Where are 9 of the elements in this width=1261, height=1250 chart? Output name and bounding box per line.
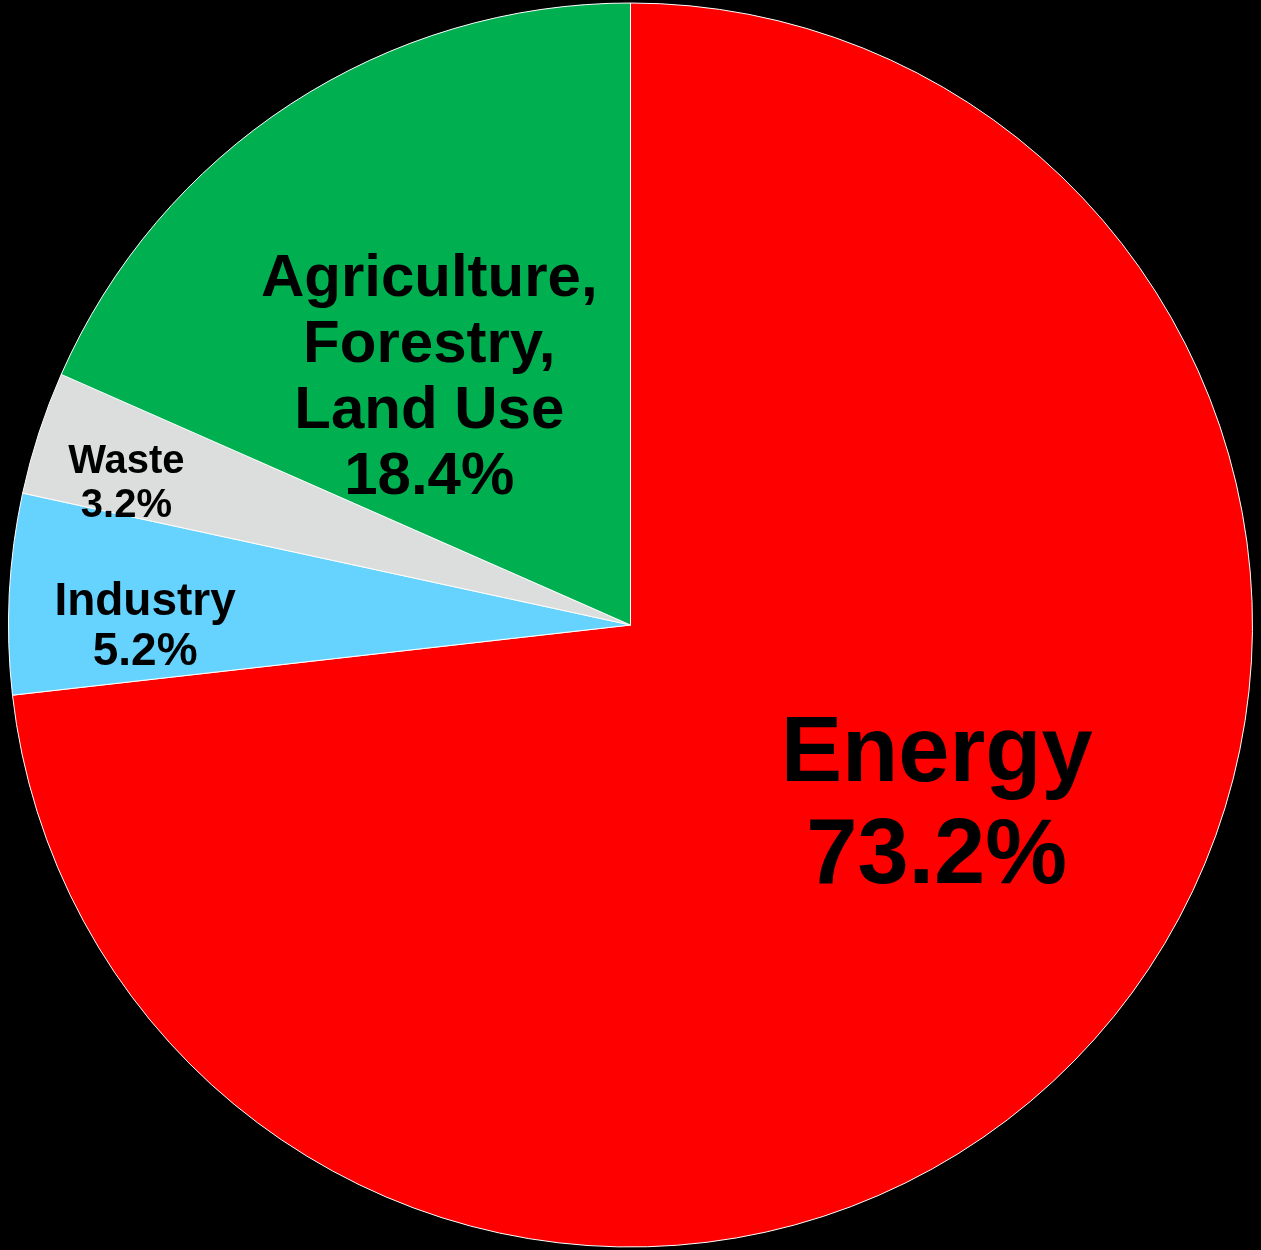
slice-label: Waste (68, 437, 185, 482)
slice-label: Agriculture, Forestry, Land Use (260, 242, 598, 442)
slice-label: Energy (780, 698, 1093, 801)
data-label: 3.2% (80, 481, 173, 526)
pie-slice (11, 2, 1253, 1247)
data-label: 5.2% (92, 623, 198, 676)
data-label: 73.2% (806, 799, 1068, 902)
slice-label: Industry (54, 572, 237, 625)
data-label: 18.4% (344, 440, 515, 508)
